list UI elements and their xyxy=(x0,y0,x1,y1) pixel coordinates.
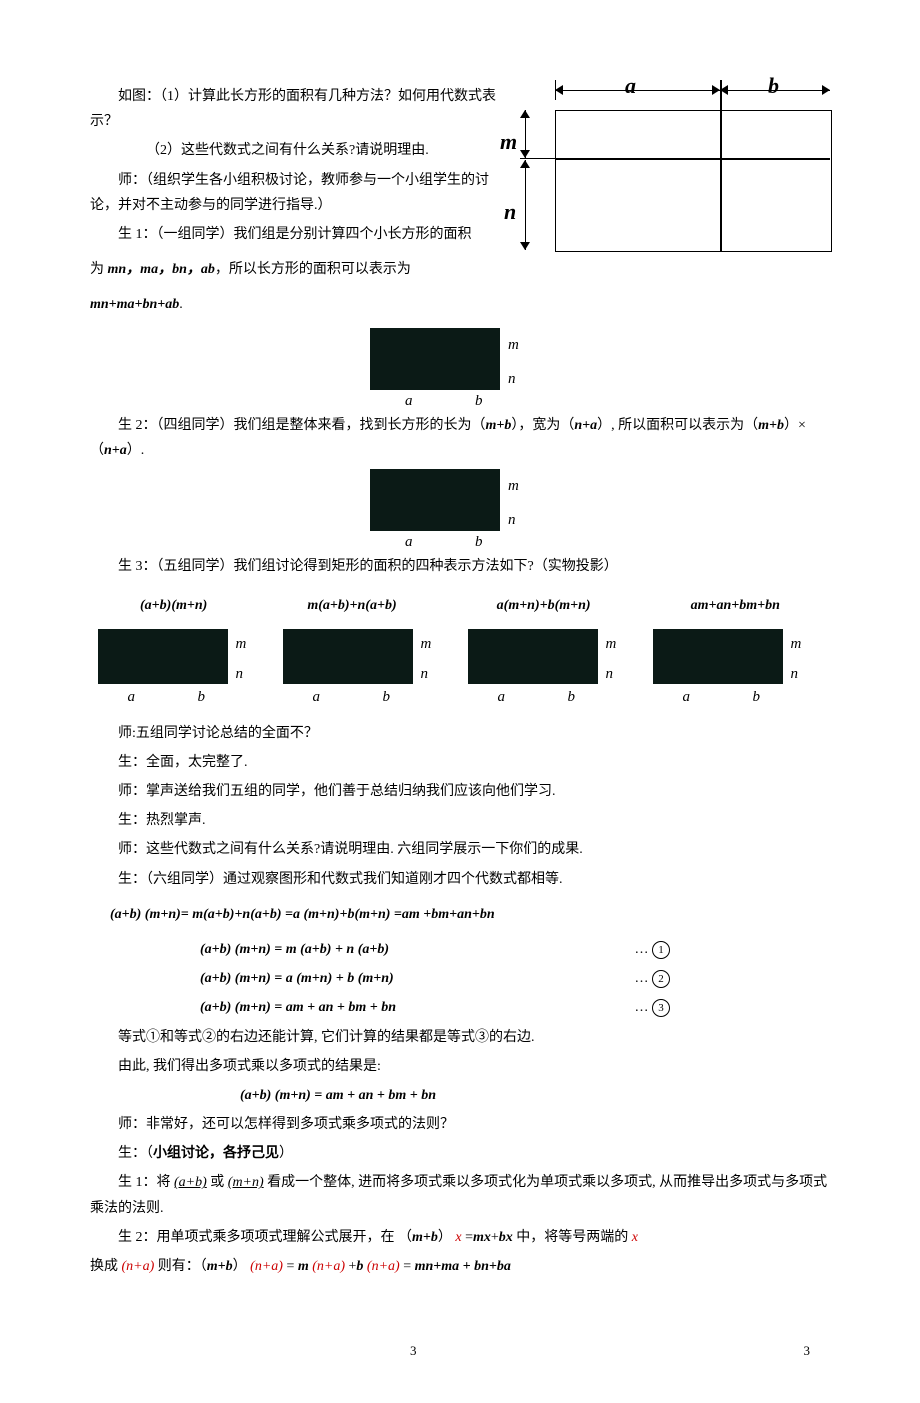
label-b: b xyxy=(768,66,779,106)
after-4: 生：（小组讨论，各抒己见） xyxy=(90,1141,830,1166)
dialog-2: 生：全面，太完整了. xyxy=(90,750,830,775)
final-result: (a+b) (m+n) = am + an + bm + bn xyxy=(240,1083,830,1108)
student2-method: 生 2：用单项式乘多项项式理解公式展开，在 （m+b） x =mx+bx 中，将… xyxy=(90,1225,830,1250)
figure-rectangle-dims: a b m n xyxy=(510,80,830,255)
dialog-3: 师：掌声送给我们五组的同学，他们善于总结归纳我们应该向他们学习. xyxy=(90,779,830,804)
expr-4: am+an+bm+bn xyxy=(691,593,780,618)
after-1: 等式①和等式②的右边还能计算, 它们计算的结果都是等式③的右边. xyxy=(90,1025,830,1050)
eq-chain: (a+b) (m+n)= m(a+b)+n(a+b) =a (m+n)+b(m+… xyxy=(110,902,830,927)
four-expressions: (a+b)(m+n) m(a+b)+n(a+b) a(m+n)+b(m+n) a… xyxy=(90,593,830,618)
label-m: m xyxy=(500,122,517,162)
dialog-6: 生：（六组同学）通过观察图形和代数式我们知道刚才四个代数式都相等. xyxy=(90,867,830,892)
student1-result: mn+ma+bn+ab. xyxy=(90,292,830,317)
dialog-4: 生：热烈掌声. xyxy=(90,808,830,833)
after-2: 由此, 我们得出多项式乘以多项式的结果是: xyxy=(90,1054,830,1079)
dialog-5: 师：这些代数式之间有什么关系?请说明理由. 六组同学展示一下你们的成果. xyxy=(90,837,830,862)
expr-1: (a+b)(m+n) xyxy=(140,593,207,618)
mini-rect-1: m n a b xyxy=(90,328,830,407)
dialog-1: 师:五组同学讨论总结的全面不？ xyxy=(90,721,830,746)
page-num-left: 3 xyxy=(410,1339,417,1362)
eq-line-3: (a+b) (m+n) = am + an + bm + bn … 3 xyxy=(200,995,670,1020)
label-a: a xyxy=(625,66,636,106)
student1-method: 生 1：将 (a+b) 或 (m+n) 看成一个整体, 进而将多项式乘以多项式化… xyxy=(90,1170,830,1220)
mini-rect-2: m n a b xyxy=(90,469,830,548)
four-rects: m n a b m n a b m n a b m n a b xyxy=(90,629,830,709)
page-num-right: 3 xyxy=(804,1339,811,1362)
student3: 生 3：（五组同学）我们组讨论得到矩形的面积的四种表示方法如下?（实物投影） xyxy=(90,554,830,579)
label-n: n xyxy=(504,192,516,232)
student2-method-2: 换成 (n+a) 则有：（m+b） (n+a) = m (n+a) +b (n+… xyxy=(90,1254,830,1279)
student1-b: 为 mn，ma，bn，ab，所以长方形的面积可以表示为 xyxy=(90,257,830,282)
eq-line-1: (a+b) (m+n) = m (a+b) + n (a+b) … 1 xyxy=(200,937,670,962)
student2: 生 2：（四组同学）我们组是整体来看，找到长方形的长为（m+b），宽为（n+a）… xyxy=(90,413,830,463)
expr-2: m(a+b)+n(a+b) xyxy=(307,593,396,618)
expr-3: a(m+n)+b(m+n) xyxy=(497,593,591,618)
page-footer: 3 3 xyxy=(90,1339,830,1362)
eq-line-2: (a+b) (m+n) = a (m+n) + b (m+n) … 2 xyxy=(200,966,670,991)
after-3: 师：非常好，还可以怎样得到多项式乘多项式的法则？ xyxy=(90,1112,830,1137)
